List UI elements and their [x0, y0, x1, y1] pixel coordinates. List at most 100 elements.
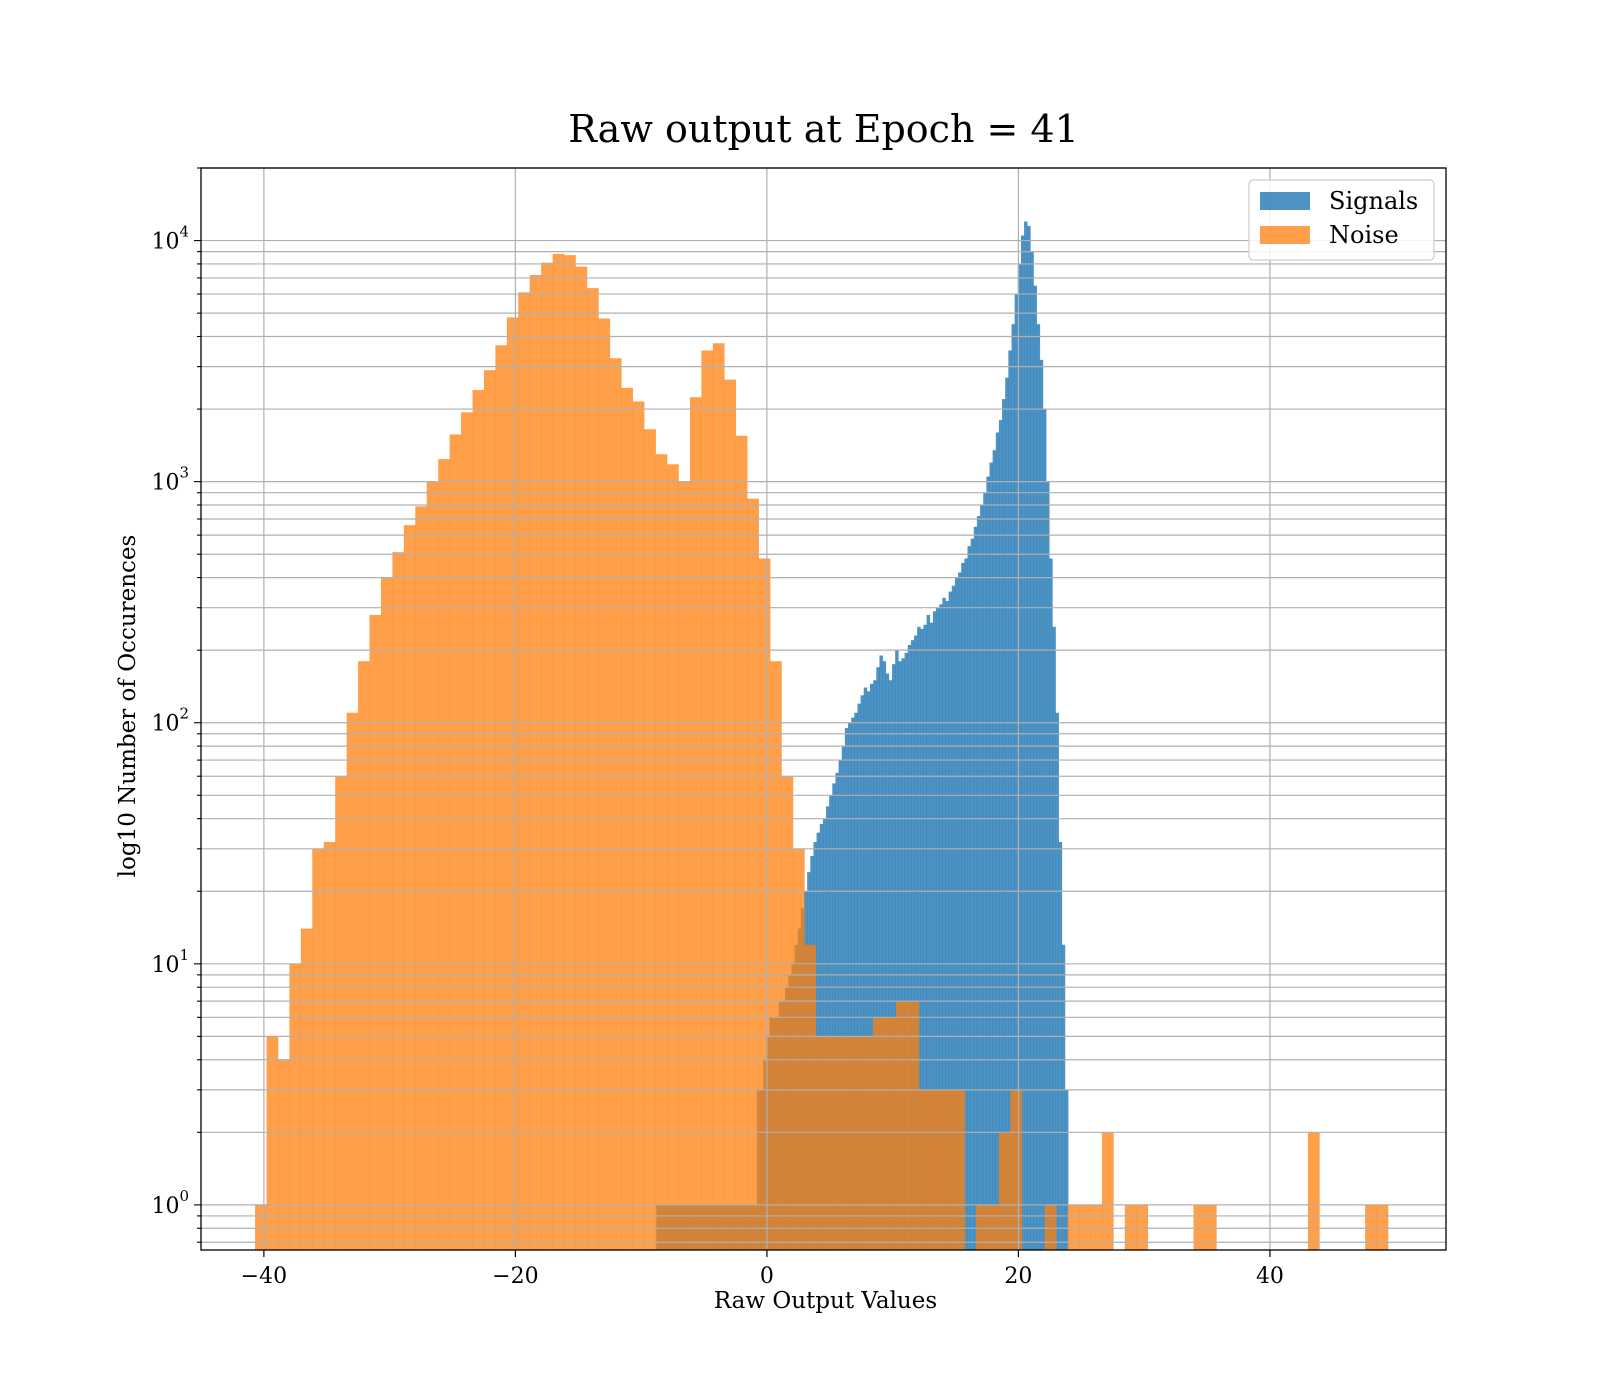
signals-bar: [992, 450, 997, 1250]
noise-bar: [483, 370, 496, 1250]
noise-bar: [701, 350, 714, 1250]
noise-bar: [518, 292, 531, 1250]
noise-bar: [895, 1001, 908, 1250]
noise-bar: [644, 429, 656, 1250]
signals-bar: [829, 795, 833, 1250]
signals-bar: [958, 572, 962, 1250]
grid-lines: [201, 167, 1446, 1250]
noise-bar: [1193, 1204, 1206, 1250]
noise-bar: [358, 661, 370, 1250]
signals-bar: [1046, 481, 1050, 1250]
signals-bar: [888, 680, 893, 1250]
noise-bar: [277, 1059, 290, 1250]
noise-bar: [712, 343, 725, 1250]
noise-bar: [1079, 1204, 1091, 1250]
noise-bar: [1365, 1204, 1377, 1250]
signals-bar: [995, 432, 1000, 1250]
noise-bar: [792, 848, 805, 1250]
signals-bar: [1027, 225, 1031, 1250]
signals-bar: [1049, 558, 1053, 1250]
signals-bar: [1017, 263, 1022, 1250]
noise-bar: [987, 1204, 1000, 1250]
signals-bar: [973, 526, 978, 1250]
noise-bar: [1067, 1204, 1080, 1250]
noise-bar: [621, 387, 634, 1250]
signals-bar: [863, 687, 868, 1250]
signals-bar: [961, 562, 965, 1250]
signals-bar: [983, 492, 987, 1250]
signals-bar: [926, 614, 931, 1250]
signals-bar: [1033, 285, 1037, 1250]
signals-bar: [860, 695, 865, 1250]
noise-bar: [564, 255, 576, 1250]
noise-bar: [449, 434, 462, 1250]
noise-bar: [1010, 1089, 1023, 1250]
signals-bar: [1002, 399, 1006, 1250]
legend-label-signals: Signals: [1329, 187, 1418, 215]
signals-bar: [989, 462, 993, 1250]
signals-bar: [1030, 251, 1034, 1250]
signals-bar: [1064, 1089, 1069, 1250]
signals-bar: [939, 604, 943, 1250]
noise-bar: [598, 318, 611, 1250]
noise-bar: [976, 1204, 988, 1250]
signals-bar: [1024, 221, 1028, 1250]
noise-bar: [953, 1089, 965, 1250]
noise-bar: [1307, 1132, 1320, 1250]
noise-bar: [541, 262, 553, 1250]
x-tick-label: 40: [1256, 1264, 1284, 1289]
signals-bar: [1055, 712, 1059, 1250]
y-tick-label: 102: [151, 705, 189, 737]
signals-bar: [954, 577, 959, 1250]
signals-bar: [841, 746, 846, 1250]
noise-bar: [461, 412, 473, 1250]
legend-swatch-signals: [1260, 192, 1310, 210]
signals-bar: [907, 645, 912, 1250]
noise-bar: [438, 459, 450, 1250]
signals-bar: [945, 600, 949, 1250]
noise-bar: [472, 389, 485, 1250]
signals-bar: [1014, 294, 1019, 1250]
signals-bar: [1039, 359, 1044, 1250]
legend-swatch-noise: [1260, 226, 1310, 244]
noise-bar: [1101, 1132, 1114, 1250]
signals-bar: [1020, 235, 1025, 1250]
noise-bar: [1090, 1204, 1103, 1250]
noise-bar: [586, 288, 599, 1250]
noise-bar: [884, 1017, 897, 1250]
axes-frame: [200, 167, 1447, 1251]
noise-bar: [689, 397, 702, 1250]
noise-bar: [266, 1036, 279, 1250]
bars-group: [255, 221, 1514, 1252]
noise-bar: [1502, 1205, 1514, 1252]
noise-bar: [1044, 1204, 1057, 1250]
x-tick-label: 20: [1004, 1264, 1032, 1289]
signals-bar: [838, 760, 843, 1250]
noise-bar: [827, 1036, 840, 1250]
noise-bar: [1376, 1204, 1389, 1250]
signals-bar: [948, 591, 953, 1250]
signals-bar: [870, 683, 874, 1250]
noise-bar: [735, 435, 748, 1250]
signals-bar: [1036, 324, 1041, 1250]
noise-bar: [312, 848, 325, 1250]
noise-bar: [747, 498, 759, 1250]
noise-bar: [346, 712, 359, 1250]
y-axis-label: log10 Number of Occurences: [115, 535, 141, 878]
noise-bar: [369, 614, 382, 1250]
noise-bar: [392, 552, 405, 1250]
series-noise-bars: [255, 253, 1514, 1252]
x-tick-label: −20: [492, 1264, 538, 1289]
signals-bar: [910, 640, 915, 1250]
chart-title: Raw output at Epoch = 41: [568, 107, 1079, 151]
signals-bar: [942, 597, 946, 1250]
noise-bar: [380, 577, 393, 1250]
signals-bar: [882, 661, 887, 1250]
noise-bar: [724, 379, 737, 1250]
noise-bar: [850, 1036, 862, 1250]
y-tick-label: 103: [151, 464, 189, 496]
noise-bar: [804, 944, 817, 1250]
signals-bar: [936, 607, 940, 1250]
signals-bar: [970, 538, 975, 1250]
